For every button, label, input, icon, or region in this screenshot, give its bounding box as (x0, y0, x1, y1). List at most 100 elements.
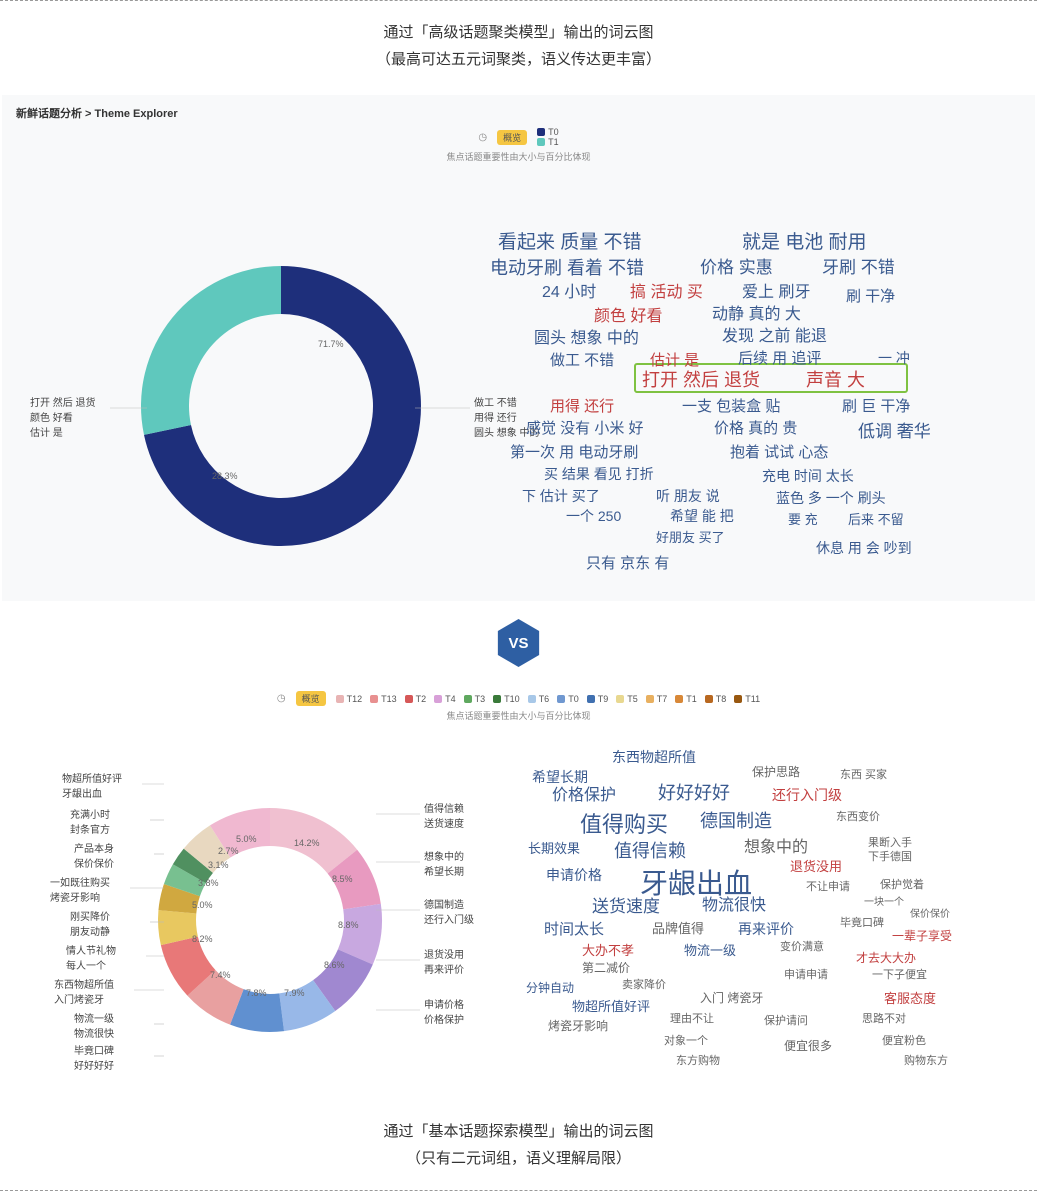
cloud-word[interactable]: 抱着 试试 心态 (730, 445, 828, 460)
legend-item[interactable]: T13 (370, 694, 397, 704)
cloud-word[interactable]: 东西变价 (836, 812, 880, 823)
legend-item[interactable]: T1 (537, 137, 559, 147)
cloud-word[interactable]: 入门 烤瓷牙 (700, 992, 763, 1004)
cloud-word[interactable]: 退货没用 (790, 860, 842, 873)
legend-item[interactable]: T9 (587, 694, 609, 704)
donut-slice[interactable] (141, 266, 281, 435)
cloud-word[interactable]: 爱上 刷牙 (742, 285, 810, 301)
cloud-word[interactable]: 德国制造 (700, 812, 772, 830)
cloud-word[interactable]: 一支 包装盒 贴 (682, 399, 780, 414)
cloud-word[interactable]: 毕竟口碑 (840, 918, 884, 929)
cloud-word[interactable]: 牙龈出血 (640, 870, 752, 898)
cloud-word[interactable]: 只有 京东 有 (586, 556, 669, 571)
cloud-word[interactable]: 好朋友 买了 (656, 531, 725, 544)
legend-item[interactable]: T3 (464, 694, 486, 704)
cloud-word[interactable]: 思路不对 (862, 1014, 906, 1025)
cloud-word[interactable]: 变价满意 (780, 942, 824, 953)
cloud-word[interactable]: 看起来 质量 不错 (498, 233, 642, 252)
cloud-word[interactable]: 牙刷 不错 (822, 259, 895, 276)
cloud-word[interactable]: 才去大大办 (856, 952, 916, 964)
legend-item[interactable]: T12 (336, 694, 363, 704)
legend-item[interactable]: T8 (705, 694, 727, 704)
cloud-word[interactable]: 对象一个 (664, 1036, 708, 1047)
cloud-word[interactable]: 感觉 没有 小米 好 (526, 421, 644, 436)
cloud-word[interactable]: 颜色 好看 (594, 309, 662, 325)
cloud-word[interactable]: 东西 买家 (840, 770, 887, 781)
cloud-word[interactable]: 发现 之前 能退 (722, 329, 827, 345)
cloud-word[interactable]: 下 估计 买了 (522, 489, 600, 503)
cloud-word[interactable]: 东西物超所值 (612, 750, 696, 764)
cloud-word[interactable]: 估计 是 (650, 353, 699, 368)
cloud-word[interactable]: 长期效果 (528, 842, 580, 855)
legend-item[interactable]: T5 (616, 694, 638, 704)
cloud-word[interactable]: 圆头 想象 中的 (534, 331, 639, 347)
cloud-word[interactable]: 东方购物 (676, 1056, 720, 1067)
cloud-word[interactable]: 保护思路 (752, 766, 800, 778)
cloud-word[interactable]: 价格 实惠 (700, 259, 773, 276)
legend-pill[interactable]: 概览 (497, 130, 527, 145)
cloud-word[interactable]: 休息 用 会 吵到 (816, 541, 912, 555)
legend-item[interactable]: T6 (528, 694, 550, 704)
cloud-word[interactable]: 物超所值好评 (572, 1000, 650, 1013)
cloud-word[interactable]: 还行入门级 (772, 788, 842, 802)
cloud-word[interactable]: 便宜很多 (784, 1040, 832, 1052)
cloud-word[interactable]: 分钟自动 (526, 982, 574, 994)
legend-item[interactable]: T4 (434, 694, 456, 704)
cloud-word[interactable]: 大办不孝 (582, 944, 634, 957)
cloud-word[interactable]: 打开 然后 退货 (642, 371, 760, 389)
cloud-word[interactable]: 一下子便宜 (872, 970, 927, 981)
cloud-word[interactable]: 一 冲 (878, 351, 910, 365)
cloud-word[interactable]: 保护觉着 (880, 880, 924, 891)
cloud-word[interactable]: 物流很快 (702, 898, 766, 914)
cloud-word[interactable]: 一个 250 (566, 509, 621, 523)
cloud-word[interactable]: 刷 巨 干净 (842, 399, 910, 414)
cloud-word[interactable]: 第二减价 (582, 962, 630, 974)
cloud-word[interactable]: 品牌值得 (652, 922, 704, 935)
cloud-word[interactable]: 再来评价 (738, 922, 794, 936)
cloud-word[interactable]: 一辈子享受 (892, 930, 952, 942)
cloud-word[interactable]: 便宜粉色 (882, 1036, 926, 1047)
cloud-word[interactable]: 搞 活动 买 (630, 285, 703, 301)
legend-item[interactable]: T0 (537, 127, 559, 137)
cloud-word[interactable]: 一块一个 (864, 898, 904, 908)
cloud-word[interactable]: 希望长期 (532, 770, 588, 784)
cloud-word[interactable]: 值得购买 (580, 814, 668, 836)
cloud-word[interactable]: 好好好好 (658, 784, 730, 802)
cloud-word[interactable]: 时间太长 (544, 922, 604, 937)
cloud-word[interactable]: 值得信赖 (614, 842, 686, 860)
cloud-word[interactable]: 价格 真的 贵 (714, 421, 797, 436)
cloud-word[interactable]: 卖家降价 (622, 980, 666, 991)
cloud-word[interactable]: 果断入手 (868, 838, 912, 849)
cloud-word[interactable]: 物流一级 (684, 944, 736, 957)
cloud-word[interactable]: 希望 能 把 (670, 509, 734, 523)
cloud-word[interactable]: 想象中的 (744, 840, 808, 856)
cloud-word[interactable]: 保价保价 (910, 910, 950, 920)
cloud-word[interactable]: 听 朋友 说 (656, 489, 720, 503)
legend-item[interactable]: T7 (646, 694, 668, 704)
cloud-word[interactable]: 蓝色 多 一个 刷头 (776, 491, 886, 505)
legend-item[interactable]: T10 (493, 694, 520, 704)
legend-item[interactable]: T2 (405, 694, 427, 704)
legend-item[interactable]: T1 (675, 694, 697, 704)
cloud-word[interactable]: 烤瓷牙影响 (548, 1020, 608, 1032)
cloud-word[interactable]: 做工 不错 (550, 353, 614, 368)
cloud-word[interactable]: 充电 时间 太长 (762, 469, 854, 483)
cloud-word[interactable]: 要 充 (788, 513, 818, 526)
cloud-word[interactable]: 就是 电池 耐用 (742, 233, 867, 252)
cloud-word[interactable]: 后来 不留 (848, 513, 904, 526)
cloud-word[interactable]: 购物东方 (904, 1056, 948, 1067)
legend-pill[interactable]: 概览 (296, 691, 326, 706)
cloud-word[interactable]: 后续 用 追评 (738, 351, 821, 366)
cloud-word[interactable]: 声音 大 (806, 371, 865, 389)
legend-item[interactable]: T0 (557, 694, 579, 704)
cloud-word[interactable]: 客服态度 (884, 992, 936, 1005)
cloud-word[interactable]: 保护请问 (764, 1016, 808, 1027)
cloud-word[interactable]: 第一次 用 电动牙刷 (510, 445, 638, 460)
cloud-word[interactable]: 用得 还行 (550, 399, 614, 414)
cloud-word[interactable]: 24 小时 (542, 285, 596, 301)
cloud-word[interactable]: 低调 奢华 (858, 423, 931, 440)
cloud-word[interactable]: 申请申请 (784, 970, 828, 981)
cloud-word[interactable]: 动静 真的 大 (712, 307, 801, 323)
cloud-word[interactable]: 价格保护 (552, 788, 616, 804)
cloud-word[interactable]: 刷 干净 (846, 289, 895, 304)
